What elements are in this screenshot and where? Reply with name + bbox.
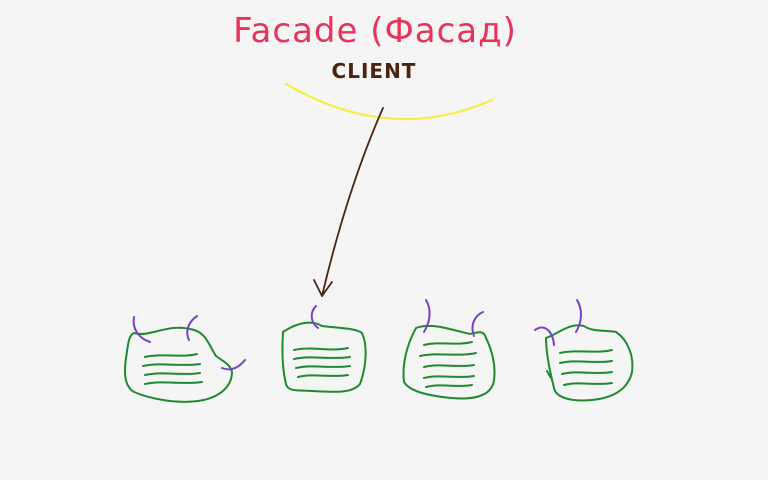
text-line: [559, 360, 613, 364]
facade-arc: [284, 82, 494, 121]
text-line: [559, 349, 613, 354]
client-arrow-head: [313, 279, 333, 297]
subsystem-shape: [281, 321, 367, 393]
subsystem-1: [124, 315, 246, 403]
connector-hook: [471, 311, 484, 337]
connector-hook: [423, 299, 431, 333]
text-line: [293, 347, 349, 351]
subsystem-4: [534, 299, 634, 402]
text-line: [546, 370, 552, 379]
connector-hook: [310, 305, 319, 329]
subsystem-shape: [545, 324, 634, 402]
text-line: [295, 365, 351, 369]
text-line: [144, 372, 201, 376]
subsystem-shape: [124, 326, 233, 403]
subsystem-3: [402, 299, 496, 400]
text-line: [425, 384, 473, 388]
text-line: [423, 375, 475, 379]
text-line: [419, 352, 477, 357]
client-label: CLIENT: [332, 59, 417, 83]
text-line: [423, 364, 475, 368]
connector-hook: [186, 315, 198, 341]
subsystem-2: [281, 305, 367, 393]
connector-hook: [132, 316, 151, 343]
connector-hook: [575, 299, 582, 333]
subsystem-shape: [402, 324, 496, 400]
connector-hook: [534, 326, 555, 346]
text-line: [144, 353, 198, 358]
text-line: [423, 341, 473, 346]
text-line: [563, 382, 613, 386]
connector-hook: [221, 359, 246, 371]
text-line: [144, 381, 203, 385]
diagram-title: Facade (Фасад): [233, 11, 517, 51]
text-line: [297, 374, 349, 378]
text-line: [561, 371, 613, 375]
text-line: [293, 356, 351, 360]
client-arrow-line: [321, 107, 384, 297]
text-line: [142, 363, 201, 367]
